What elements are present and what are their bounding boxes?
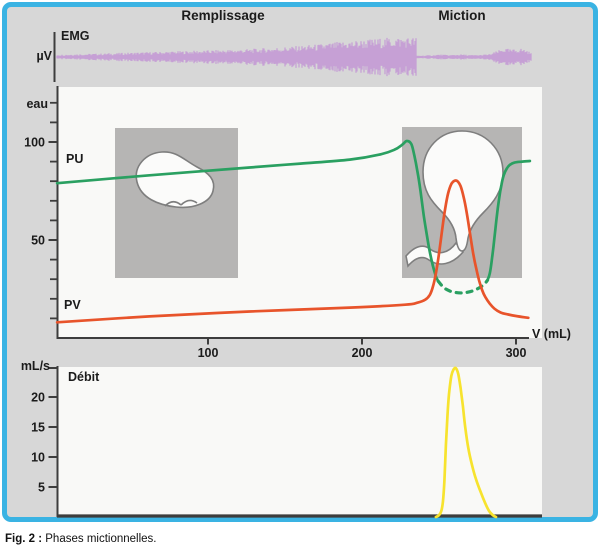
phase-label-remplissage: Remplissage [181, 8, 265, 23]
figure-caption-number: Fig. 2 : [5, 533, 43, 545]
chart-axes [49, 32, 542, 518]
urodynamics-chart: 100 50 100 200 300 20 15 10 5 [24, 32, 542, 519]
flow-unit-label: mL/s [20, 359, 50, 373]
svg-text:300: 300 [506, 346, 527, 360]
chart-dynamic-layer: 100 50 100 200 300 20 15 10 5 [24, 37, 532, 519]
svg-text:200: 200 [352, 346, 373, 360]
svg-text:100: 100 [198, 346, 219, 360]
figure-caption-text: Phases mictionnelles. [45, 533, 157, 545]
svg-text:10: 10 [31, 450, 45, 464]
phase-label-miction: Miction [438, 8, 486, 23]
flow-curve-label: Débit [68, 370, 100, 384]
svg-text:15: 15 [31, 420, 45, 434]
pressure-unit-label: eau [26, 97, 48, 111]
svg-text:50: 50 [31, 233, 45, 247]
volume-axis-label: V (mL) [532, 327, 571, 341]
svg-text:100: 100 [24, 135, 45, 149]
emg-label: EMG [61, 29, 90, 43]
svg-text:5: 5 [38, 480, 45, 494]
figure-caption: Fig. 2 : Phases mictionnelles. [5, 533, 157, 545]
pv-curve-label: PV [64, 298, 81, 312]
svg-text:20: 20 [31, 390, 45, 404]
emg-unit-label: µV [36, 49, 52, 63]
pu-curve-label: PU [66, 152, 84, 166]
empty-bladder-illustration [135, 151, 215, 209]
